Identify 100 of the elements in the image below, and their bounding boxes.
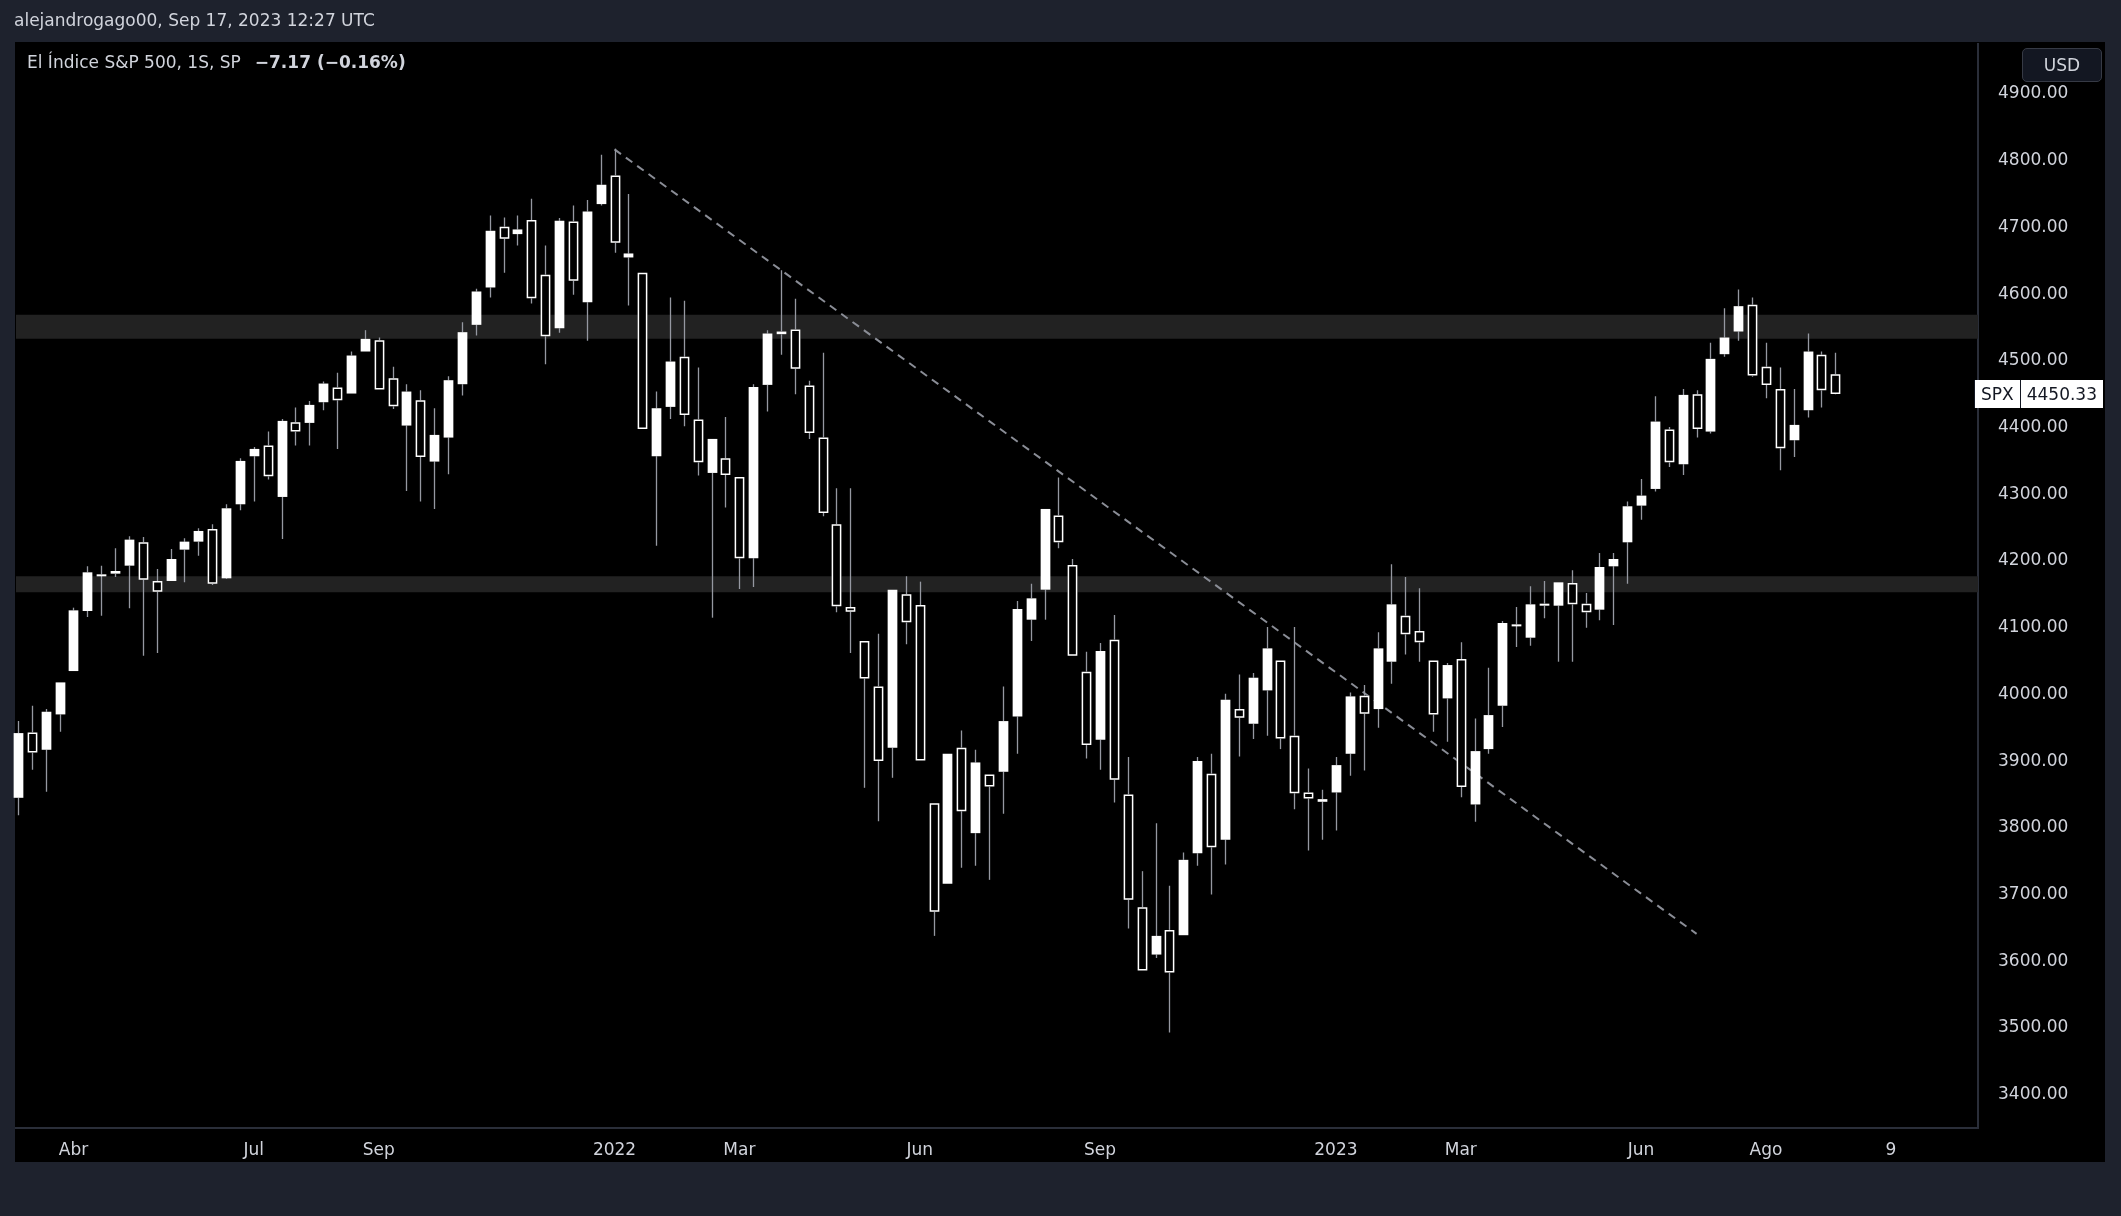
candlestick: [1123, 756, 1134, 930]
y-tick-label: 4700.00: [1998, 215, 2069, 236]
y-tick-label: 4100.00: [1998, 616, 2069, 637]
candlestick: [1109, 614, 1120, 804]
candlestick: [1206, 753, 1217, 896]
candlestick: [762, 329, 773, 413]
x-tick-label: 2023: [1314, 1138, 1358, 1159]
y-tick-label: 3400.00: [1998, 1083, 2069, 1104]
candlestick: [96, 565, 107, 617]
x-tick-label: Mar: [1444, 1138, 1477, 1159]
candlestick: [1594, 552, 1605, 621]
candlestick: [485, 214, 496, 299]
y-tick-label: 3600.00: [1998, 949, 2069, 970]
candlestick: [1262, 626, 1273, 737]
candlestick: [1317, 789, 1328, 841]
candlestick: [1414, 587, 1425, 663]
candlestick: [1483, 667, 1494, 755]
candlestick: [1164, 885, 1175, 1034]
candlestick: [152, 568, 163, 654]
candlestick: [1303, 767, 1314, 852]
candlestick: [1220, 693, 1231, 866]
y-tick-label: 3900.00: [1998, 749, 2069, 770]
candlestick: [110, 547, 121, 578]
x-tick-label: Jun: [1626, 1138, 1655, 1159]
candlestick: [179, 537, 190, 583]
candlestick: [887, 589, 898, 779]
y-tick-label: 4000.00: [1998, 682, 2069, 703]
candlestick: [1248, 672, 1259, 740]
candlestick: [27, 705, 38, 771]
candlestick: [901, 575, 912, 646]
x-tick-label: 9: [1885, 1138, 1897, 1159]
candlestick: [582, 199, 593, 342]
candlestick: [873, 633, 884, 822]
y-tick-label: 4400.00: [1998, 415, 2069, 436]
candlestick: [651, 390, 662, 547]
x-tick-label: 2022: [592, 1138, 637, 1159]
candlestick: [915, 581, 926, 761]
candlestick: [859, 641, 870, 789]
candlestick: [1650, 395, 1661, 493]
candlestick: [1705, 342, 1716, 435]
candlestick: [776, 269, 787, 356]
candlestick: [401, 383, 412, 492]
candlestick: [1400, 576, 1411, 656]
candlestick: [1040, 508, 1051, 621]
candlestick: [720, 416, 731, 509]
candlestick: [998, 685, 1009, 815]
candlestick: [332, 372, 343, 450]
x-tick-label: Ago: [1749, 1138, 1783, 1159]
text: USD: [2022, 48, 2102, 82]
y-tick-label: 3500.00: [1998, 1016, 2069, 1037]
candlestick: [734, 476, 745, 590]
candlestick: [429, 407, 440, 510]
candlestick: [304, 400, 315, 447]
y-tick-label: 4300.00: [1998, 482, 2069, 503]
candlestick: [679, 300, 690, 427]
text: SPX: [1973, 379, 2020, 408]
candlestick: [1053, 476, 1064, 549]
x-tick-label: Jul: [242, 1138, 265, 1159]
candlestick: [13, 720, 24, 816]
candlestick: [665, 296, 676, 420]
candlestick: [1497, 620, 1508, 728]
candlestick: [1151, 822, 1162, 959]
x-tick-label: Abr: [58, 1138, 89, 1159]
candlestick: [443, 375, 454, 475]
candlestick: [970, 749, 981, 867]
x-tick-label: Mar: [723, 1138, 756, 1159]
candlestick: [1081, 651, 1092, 760]
candlestick: [1775, 366, 1786, 471]
candlestick: [1095, 642, 1106, 771]
y-tick-label: 4200.00: [1998, 549, 2069, 570]
candlestick: [540, 244, 551, 365]
candlestick: [1456, 641, 1467, 798]
candlestick: [415, 389, 426, 503]
y-tick-label: 4500.00: [1998, 349, 2069, 370]
candlestick: [929, 803, 940, 937]
candlestick: [1803, 332, 1814, 419]
candlestick: [1289, 626, 1300, 810]
candlestick: [707, 438, 718, 619]
candlestick: [818, 352, 829, 517]
candlestick: [1137, 870, 1148, 971]
candlestick: [1636, 478, 1647, 521]
candlestick: [1012, 600, 1023, 755]
candlestick: [457, 321, 468, 397]
text: alejandrogago00, Sep 17, 2023 12:27 UTC: [14, 10, 375, 30]
candlestick: [1761, 342, 1772, 399]
candlestick: [596, 154, 607, 205]
candlestick: [748, 383, 759, 588]
candlestick: [277, 418, 288, 540]
candlestick: [790, 298, 801, 395]
candlestick: [499, 216, 510, 274]
candlestick: [512, 214, 523, 247]
x-tick-label: Sep: [1084, 1138, 1117, 1159]
x-tick-label: Sep: [362, 1138, 395, 1159]
candlestick: [1525, 585, 1536, 647]
candlestick: [831, 487, 842, 613]
candlestick: [1470, 717, 1481, 823]
candlestick: [956, 729, 967, 869]
y-tick-label: 4800.00: [1998, 149, 2069, 170]
candlestick: [124, 535, 135, 609]
candlestick: [1026, 583, 1037, 642]
